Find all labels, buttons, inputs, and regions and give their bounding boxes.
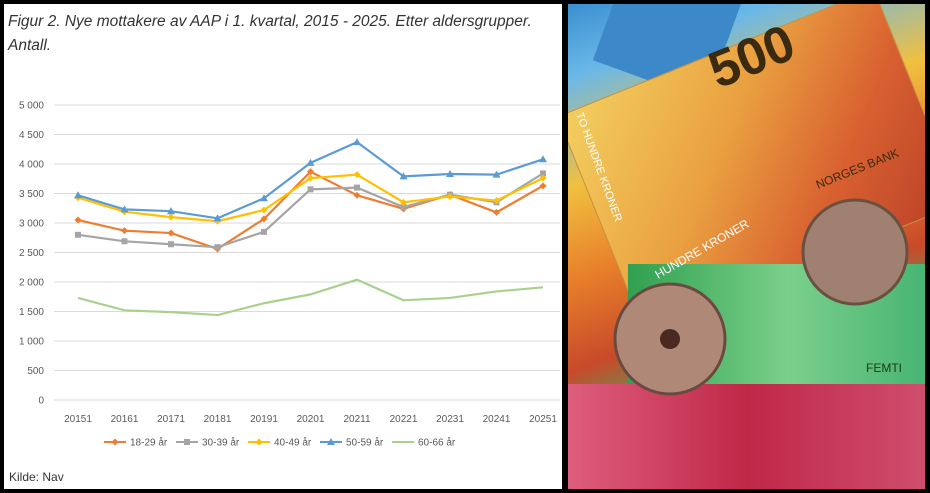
x-tick-label: 20231 bbox=[436, 414, 464, 425]
y-tick-label: 4 500 bbox=[19, 130, 44, 141]
data-point bbox=[540, 170, 546, 177]
x-tick-label: 20191 bbox=[250, 414, 278, 425]
data-point bbox=[111, 438, 119, 446]
y-tick-label: 1 000 bbox=[19, 337, 44, 348]
data-point bbox=[260, 206, 268, 214]
data-point bbox=[307, 168, 314, 176]
data-point bbox=[120, 205, 129, 213]
y-tick-label: 1 500 bbox=[19, 307, 44, 318]
data-point bbox=[307, 186, 314, 193]
x-tick-label: 20161 bbox=[111, 414, 139, 425]
y-tick-label: 3 000 bbox=[19, 219, 44, 230]
data-point bbox=[255, 438, 263, 446]
legend-label: 50-59 år bbox=[346, 437, 384, 449]
data-point bbox=[167, 207, 175, 215]
legend-label: 60-66 år bbox=[418, 437, 456, 449]
data-point bbox=[121, 238, 128, 245]
x-tick-label: 20251 bbox=[529, 414, 557, 425]
legend-label: 40-49 år bbox=[274, 437, 312, 449]
banknotes-photo: 500 NORGES BANK HUNDRE KRONER TO HUNDRE … bbox=[568, 4, 925, 489]
data-point bbox=[168, 241, 174, 248]
chart-source: Kilde: Nav bbox=[9, 470, 64, 484]
coin-large bbox=[801, 198, 909, 306]
data-point bbox=[261, 228, 267, 235]
data-point bbox=[167, 213, 175, 221]
data-point bbox=[353, 138, 361, 146]
data-point bbox=[74, 191, 82, 199]
y-tick-label: 4 000 bbox=[19, 160, 44, 171]
data-point bbox=[260, 215, 268, 223]
data-point bbox=[214, 244, 221, 251]
data-point bbox=[539, 182, 547, 190]
note-words-side: TO HUNDRE KRONER bbox=[573, 111, 624, 224]
data-point bbox=[306, 158, 315, 166]
data-point bbox=[74, 216, 82, 224]
data-point bbox=[493, 197, 500, 205]
y-tick-label: 2 500 bbox=[19, 248, 44, 259]
data-point bbox=[75, 231, 81, 238]
data-point bbox=[260, 194, 268, 202]
y-tick-label: 3 500 bbox=[19, 189, 44, 200]
x-tick-label: 20201 bbox=[297, 414, 325, 425]
data-point bbox=[539, 155, 547, 163]
legend-label: 18-29 år bbox=[130, 437, 168, 449]
chart-panel: Figur 2. Nye mottakere av AAP i 1. kvart… bbox=[4, 4, 562, 489]
data-point bbox=[307, 174, 314, 182]
line-chart: 0 500 1 000 1 500 2 000 2 500 3 000 3 500 4 000 4… bbox=[19, 101, 560, 449]
data-point bbox=[446, 192, 454, 200]
data-point bbox=[539, 174, 547, 182]
data-point bbox=[213, 214, 222, 222]
legend-label: 30-39 år bbox=[202, 437, 240, 449]
data-point bbox=[354, 184, 360, 191]
data-point bbox=[353, 171, 361, 179]
data-point bbox=[492, 170, 501, 178]
y-tick-label: 0 bbox=[38, 396, 44, 407]
series-line bbox=[77, 278, 544, 317]
data-point bbox=[446, 170, 454, 178]
data-point bbox=[400, 198, 407, 206]
note-bank-name: NORGES BANK bbox=[814, 146, 901, 192]
note-denomination: 500 bbox=[701, 14, 803, 100]
coin-hole bbox=[660, 329, 680, 349]
x-tick-label: 20211 bbox=[343, 414, 371, 425]
note-femti: FEMTI bbox=[866, 361, 902, 375]
data-point bbox=[184, 439, 190, 445]
note-words: HUNDRE KRONER bbox=[653, 216, 752, 281]
y-tick-label: 5 000 bbox=[19, 101, 44, 112]
x-tick-label: 20171 bbox=[157, 414, 185, 425]
data-point bbox=[121, 227, 128, 235]
data-point bbox=[353, 191, 361, 199]
banknote-pink bbox=[568, 384, 925, 489]
x-tick-label: 20221 bbox=[390, 414, 418, 425]
data-point bbox=[327, 438, 335, 445]
data-point bbox=[399, 172, 408, 180]
x-tick-label: 20241 bbox=[483, 414, 511, 425]
chart-title: Figur 2. Nye mottakere av AAP i 1. kvart… bbox=[8, 13, 532, 54]
x-tick-label: 20151 bbox=[64, 414, 92, 425]
y-tick-label: 500 bbox=[27, 366, 44, 377]
y-tick-label: 2 000 bbox=[19, 278, 44, 289]
data-point bbox=[493, 208, 500, 216]
data-point bbox=[167, 229, 175, 237]
x-tick-label: 20181 bbox=[204, 414, 232, 425]
data-point bbox=[400, 204, 407, 211]
